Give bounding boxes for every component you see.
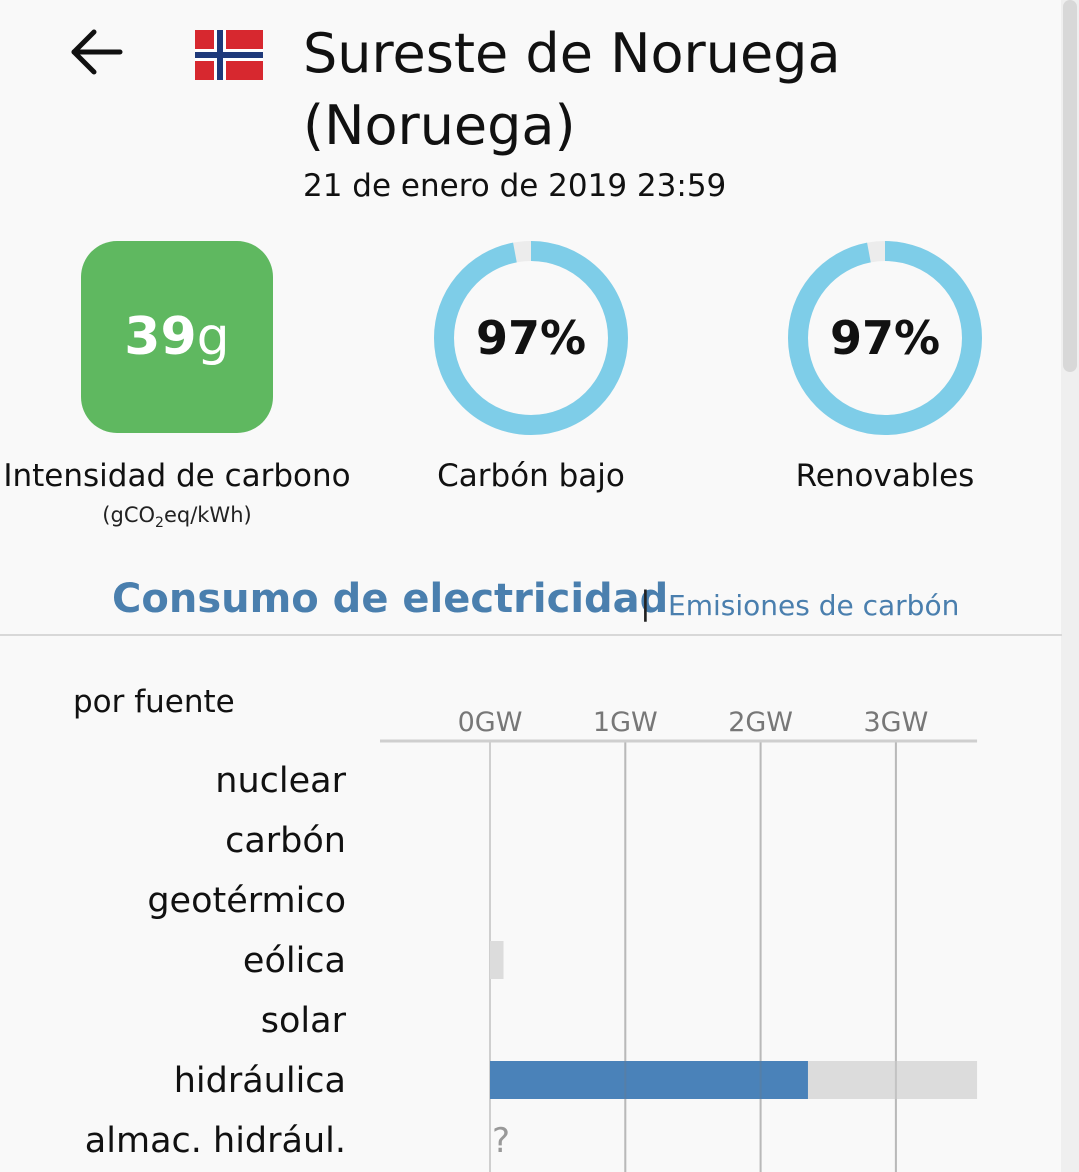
- source-label: solar: [261, 1001, 347, 1041]
- section-divider: [0, 634, 1062, 636]
- chart-title: por fuente: [73, 684, 235, 720]
- capacity-bar-eólica: [490, 941, 504, 979]
- scrollbar-track[interactable]: [1061, 0, 1079, 1172]
- source-label: hidráulica: [174, 1061, 346, 1101]
- zone-title: Sureste de Noruega (Noruega): [303, 22, 841, 157]
- carbon-intensity-value: 39: [124, 307, 197, 367]
- carbon-intensity-unit: (gCO2eq/kWh): [102, 503, 252, 532]
- x-tick-label: 1GW: [593, 707, 658, 738]
- carbon-intensity-label: Intensidad de carbono: [3, 458, 351, 494]
- scrollbar-thumb[interactable]: [1063, 0, 1077, 372]
- low-carbon-gauge-arc: [434, 241, 628, 435]
- zone-datetime: 21 de enero de 2019 23:59: [303, 168, 727, 204]
- source-label: eólica: [243, 941, 346, 981]
- source-label: geotérmico: [147, 881, 346, 921]
- renewable-value: 97%: [829, 311, 941, 365]
- x-tick-label: 0GW: [458, 707, 523, 738]
- production-bar-hidráulica: [490, 1061, 808, 1099]
- source-label: carbón: [225, 821, 346, 861]
- renewable-gauge: 97%: [787, 240, 983, 436]
- low-carbon-gauge: 97%: [433, 240, 629, 436]
- low-carbon-value: 97%: [475, 311, 587, 365]
- x-tick-label: 3GW: [863, 707, 928, 738]
- tab-separator: |: [640, 584, 651, 622]
- source-label: nuclear: [215, 761, 346, 801]
- renewable-label: Renovables: [795, 458, 975, 494]
- norway-flag-icon: [195, 30, 263, 80]
- carbon-intensity-badge: 39 g: [81, 241, 273, 433]
- x-tick-label: 2GW: [728, 707, 793, 738]
- renewable-gauge-arc: [788, 241, 982, 435]
- tab-carbon-emissions[interactable]: Emisiones de carbón: [668, 589, 960, 622]
- source-label: almac. hidrául.: [85, 1121, 346, 1161]
- unknown-value-marker: ?: [492, 1121, 510, 1161]
- arrow-left-icon: [71, 29, 123, 75]
- tab-electricity-consumption[interactable]: Consumo de electricidad: [112, 576, 669, 622]
- carbon-intensity-unit-suffix: g: [196, 307, 230, 367]
- low-carbon-label: Carbón bajo: [437, 458, 625, 494]
- back-button[interactable]: [64, 22, 128, 82]
